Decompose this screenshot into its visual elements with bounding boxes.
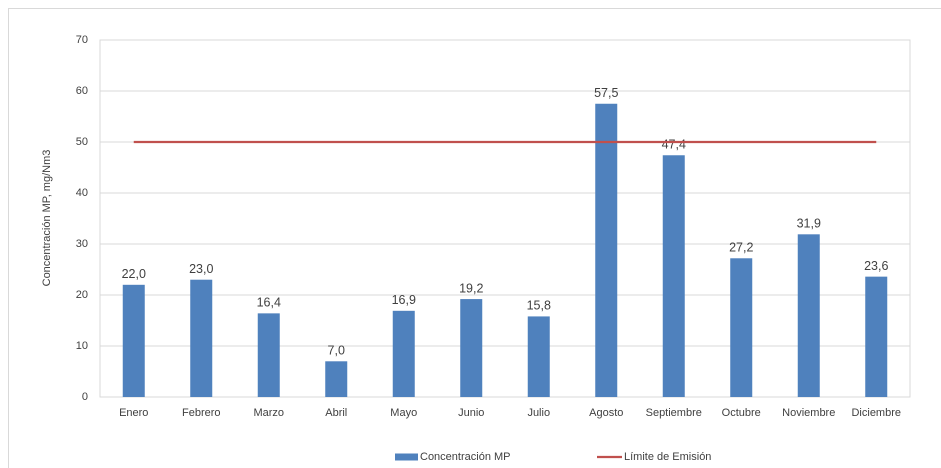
chart-frame <box>8 8 941 468</box>
x-tick-label: Septiembre <box>646 407 702 419</box>
bar <box>595 103 618 397</box>
data-label: 15,8 <box>527 299 551 313</box>
x-tick-label: Agosto <box>589 407 623 419</box>
data-label: 23,0 <box>189 262 213 276</box>
bar <box>797 234 820 397</box>
bar <box>730 258 753 397</box>
x-tick-label: Febrero <box>182 407 221 419</box>
x-tick-label: Mayo <box>390 407 417 419</box>
data-label: 27,2 <box>729 241 753 255</box>
data-label: 16,4 <box>257 296 281 310</box>
data-label: 47,4 <box>662 138 686 152</box>
data-label: 31,9 <box>797 217 821 231</box>
data-label: 22,0 <box>122 267 146 281</box>
data-label: 19,2 <box>459 281 483 295</box>
bar <box>257 313 280 397</box>
y-tick-label: 70 <box>76 34 88 46</box>
y-tick-label: 50 <box>76 136 88 148</box>
y-tick-label: 20 <box>76 289 88 301</box>
x-tick-label: Junio <box>458 407 484 419</box>
y-tick-label: 0 <box>82 391 88 403</box>
x-tick-label: Marzo <box>253 407 284 419</box>
bar <box>662 155 685 397</box>
bar <box>527 316 550 397</box>
data-label: 16,9 <box>392 293 416 307</box>
legend-label: Límite de Emisión <box>624 451 711 463</box>
x-tick-label: Diciembre <box>851 407 901 419</box>
y-axis-label: Concentración MP, mg/Nm3 <box>41 150 53 287</box>
x-tick-label: Octubre <box>722 407 761 419</box>
legend-label: Concentración MP <box>420 451 511 463</box>
bar <box>325 361 348 397</box>
bar <box>460 299 483 397</box>
bar <box>392 310 415 397</box>
x-tick-label: Julio <box>527 407 550 419</box>
plot-frame <box>99 39 911 398</box>
y-tick-label: 10 <box>76 340 88 352</box>
x-tick-label: Abril <box>325 407 347 419</box>
y-tick-label: 40 <box>76 187 88 199</box>
bar <box>122 284 145 397</box>
bar <box>190 279 213 397</box>
x-tick-label: Noviembre <box>782 407 835 419</box>
y-tick-label: 30 <box>76 238 88 250</box>
legend-swatch <box>395 453 418 461</box>
data-label: 7,0 <box>328 344 345 358</box>
x-tick-label: Enero <box>119 407 148 419</box>
data-label: 57,5 <box>594 86 618 100</box>
y-tick-label: 60 <box>76 85 88 97</box>
bar <box>865 276 888 397</box>
data-label: 23,6 <box>864 259 888 273</box>
